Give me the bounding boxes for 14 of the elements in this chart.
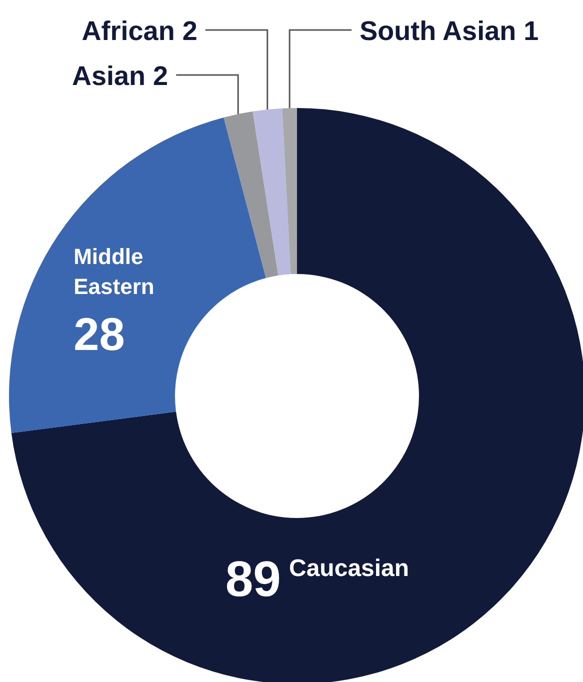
slice-label: Caucasian [289,555,410,582]
data-label: 2 [153,61,168,91]
data-label: 28 [74,308,125,360]
donut-slice [11,108,583,682]
slice-label: South Asian [360,16,516,46]
data-label: 2 [182,16,198,46]
donut-slice [252,108,291,276]
data-label: 89 [225,551,281,607]
donut-slice [224,111,278,278]
donut-slice [282,108,297,274]
slice-label: African [82,16,175,46]
data-label: 1 [524,16,539,46]
slice-label: Asian [72,61,146,91]
slice-label: Middle Eastern [74,244,154,299]
